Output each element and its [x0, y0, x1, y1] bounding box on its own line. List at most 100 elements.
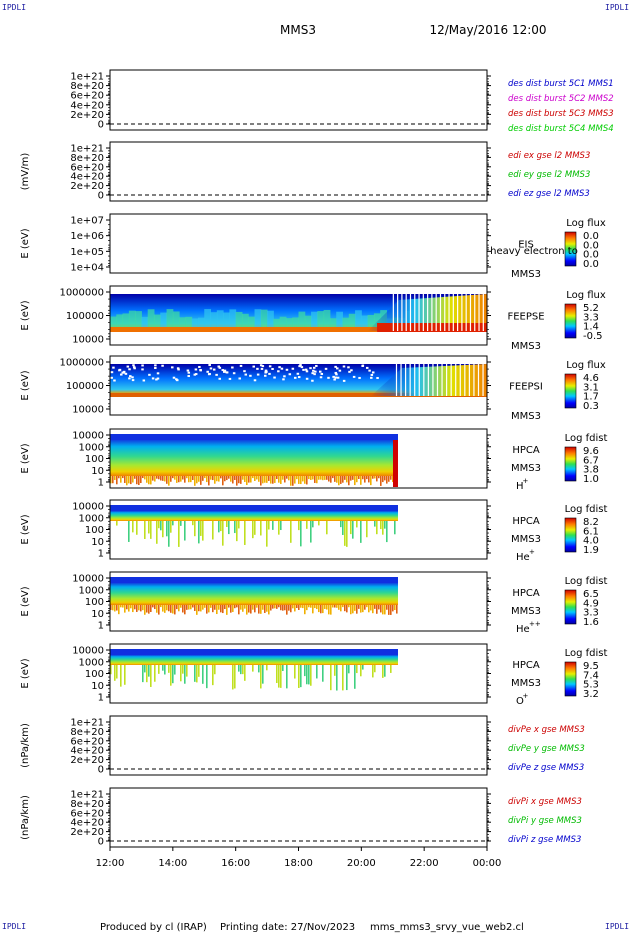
spectrogram-texture: [192, 605, 194, 608]
spectrogram-texture: [136, 521, 138, 535]
spectrogram-texture: [342, 665, 344, 691]
data-gap: [156, 377, 160, 380]
spectrogram-texture: [164, 665, 166, 675]
spectrogram-texture: [160, 605, 162, 608]
data-gap: [221, 369, 225, 372]
spectrogram-texture: [228, 476, 230, 479]
spectrogram-texture: [342, 476, 344, 483]
data-gap: [128, 368, 131, 371]
y-tick-label: 8e+20: [70, 727, 104, 738]
instrument-label: HPCA: [512, 445, 540, 456]
spectrogram-texture: [235, 311, 243, 327]
spectrogram-texture: [338, 605, 340, 610]
spectrogram-texture: [384, 476, 386, 481]
spectrogram-texture: [202, 665, 204, 684]
y-tick-label: 1e+21: [70, 72, 104, 83]
legend-entry: des dist burst 5C1 MMS1: [508, 79, 614, 89]
colorbar-tick-label: 6.7: [583, 455, 599, 466]
spectrogram-texture: [147, 309, 155, 327]
data-gap: [264, 371, 267, 374]
spectrogram-texture: [170, 605, 172, 613]
spectrogram-texture: [224, 605, 226, 610]
spectrogram-texture: [116, 665, 118, 679]
spectrogram-texture: [262, 605, 264, 610]
spectrogram-texture: [300, 521, 302, 547]
spectrogram-texture: [222, 605, 224, 614]
spectrogram-texture: [182, 665, 184, 674]
y-tick-label: 6e+20: [70, 162, 104, 173]
y-tick-label: 1e+21: [70, 144, 104, 155]
spectrogram-texture: [308, 476, 310, 480]
spectrogram-texture: [267, 310, 274, 327]
data-gap: [243, 370, 246, 373]
spectrogram-texture: [224, 476, 226, 482]
spectrogram-texture: [162, 476, 164, 481]
colorbar-tick-label: 1.7: [583, 392, 599, 403]
spectrogram-texture: [242, 605, 244, 612]
panel-frame: [109, 715, 488, 776]
data-gap: [132, 364, 135, 367]
spectrogram-texture: [360, 605, 362, 613]
species-label: O: [516, 696, 524, 707]
spectrogram-texture: [210, 605, 212, 608]
spacecraft-label: MMS3: [511, 341, 541, 352]
spectrogram-texture: [134, 605, 136, 610]
spectrogram-texture: [128, 521, 130, 542]
data-gap: [342, 379, 346, 382]
data-gap: [335, 373, 338, 376]
spectrogram-texture: [296, 605, 298, 609]
spectrogram-texture: [372, 665, 374, 678]
panel-frame: [109, 213, 488, 274]
spectrogram-texture: [144, 521, 146, 539]
data-gap: [264, 369, 268, 372]
y-tick-label: 100: [85, 525, 104, 536]
spectrogram-texture: [376, 521, 378, 535]
data-gap: [280, 367, 284, 370]
spectrogram-texture: [264, 605, 266, 613]
colorbar-tick-label: 4.0: [583, 536, 599, 547]
spectrogram-texture: [122, 313, 130, 327]
spectrogram-texture: [142, 665, 144, 683]
spectrogram-texture: [390, 605, 392, 615]
spectrogram-texture: [322, 665, 324, 682]
data-gap: [405, 364, 407, 396]
y-tick-label: 4e+20: [70, 172, 104, 183]
data-gap: [154, 364, 157, 367]
data-gap: [271, 367, 274, 370]
y-tick-label: 4e+20: [70, 746, 104, 757]
data-gap: [238, 377, 241, 380]
spectrogram-texture: [344, 476, 346, 480]
data-gap: [338, 369, 342, 372]
y-tick-label: 0: [98, 191, 104, 202]
spectrogram-texture: [367, 314, 375, 327]
spectrogram-texture: [234, 665, 236, 689]
spectrogram-texture: [273, 318, 281, 327]
spacecraft-label: MMS3: [511, 534, 541, 545]
data-gap: [427, 294, 429, 331]
data-gap: [409, 294, 412, 331]
colorbar-title: Log flux: [566, 290, 606, 301]
spectrogram-texture: [135, 311, 142, 327]
footer-produced-by: Produced by cl (IRAP): [100, 922, 207, 933]
y-tick-label: 10000: [72, 431, 104, 442]
footer-printing-date: Printing date: 27/Nov/2023: [220, 922, 355, 933]
y-tick-label: 1e+21: [70, 790, 104, 801]
data-gap: [154, 366, 157, 369]
colorbar-tick-label: 1.0: [583, 474, 599, 485]
spectrogram-texture: [248, 476, 250, 483]
spectrogram-texture: [376, 476, 378, 482]
spectrogram-texture: [120, 605, 122, 608]
data-gap: [469, 294, 472, 331]
spectrogram-texture: [374, 521, 376, 527]
spectrogram-texture: [210, 312, 218, 327]
spectrogram-texture: [354, 476, 356, 486]
colorbar-tick-label: 1.4: [583, 322, 599, 333]
spectrogram-texture: [252, 476, 254, 479]
data-gap: [244, 373, 248, 376]
spectrogram-texture: [372, 476, 374, 479]
colorbar-tick-label: 5.2: [583, 303, 599, 314]
y-tick-label: 8e+20: [70, 153, 104, 164]
spectrogram-texture: [146, 605, 148, 613]
spectrogram-texture: [354, 605, 356, 611]
